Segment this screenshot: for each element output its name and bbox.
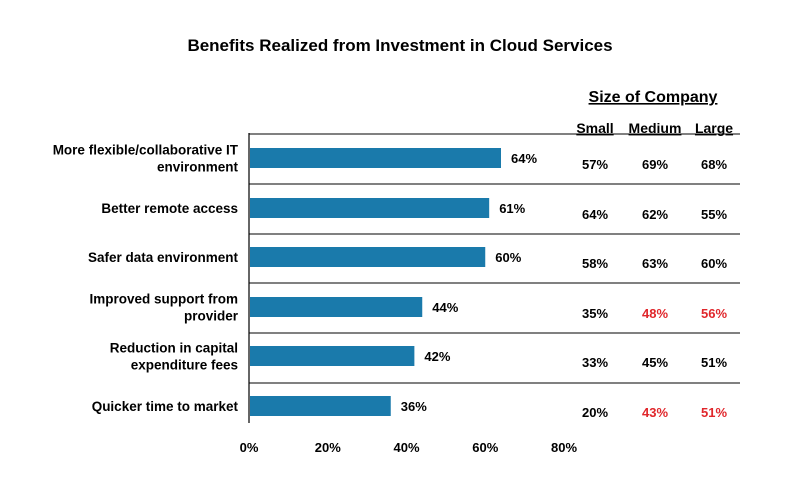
x-tick-label: 20% xyxy=(315,440,341,455)
bar xyxy=(250,297,423,317)
bar xyxy=(250,198,490,218)
category-label: Reduction in capital expenditure fees xyxy=(110,341,238,373)
bar-value-label: 64% xyxy=(511,151,537,166)
table-cell: 63% xyxy=(642,256,668,271)
table-column-header: Large xyxy=(695,120,733,136)
table-cell: 56% xyxy=(701,306,727,321)
table-group-title: Size of Company xyxy=(589,89,718,106)
table-cell: 33% xyxy=(582,355,608,370)
bar xyxy=(250,346,415,366)
category-label: Safer data environment xyxy=(88,250,239,265)
bar-value-label: 60% xyxy=(495,250,521,265)
category-label: Improved support from provider xyxy=(89,292,238,324)
size-of-company-table: 57% 69% 68% 64% 62% 55% 58% 63% 60% 35% 48% 56% 33% 4… xyxy=(249,89,740,420)
x-tick-label: 0% xyxy=(240,440,259,455)
bar-value-label: 44% xyxy=(432,300,458,315)
table-cell: 60% xyxy=(701,256,727,271)
table-cell: 43% xyxy=(642,405,668,420)
x-tick-label: 60% xyxy=(472,440,498,455)
table-cell: 58% xyxy=(582,256,608,271)
category-label: Quicker time to market xyxy=(92,399,239,414)
category-label: More flexible/collaborative IT environmen… xyxy=(53,143,239,175)
table-cell: 68% xyxy=(701,157,727,172)
table-column-header: Medium xyxy=(629,120,682,136)
bar xyxy=(250,247,486,267)
bar-value-label: 36% xyxy=(401,399,427,414)
table-cell: 51% xyxy=(701,405,727,420)
x-tick-label: 80% xyxy=(551,440,577,455)
x-axis: 0% 20% 40% 60% 80% xyxy=(240,133,577,455)
table-cell: 35% xyxy=(582,306,608,321)
table-cell: 55% xyxy=(701,207,727,222)
table-cell: 20% xyxy=(582,405,608,420)
bar-value-label: 42% xyxy=(424,349,450,364)
category-label: Better remote access xyxy=(101,201,238,216)
table-cell: 57% xyxy=(582,157,608,172)
table-cell: 45% xyxy=(642,355,668,370)
table-cell: 48% xyxy=(642,306,668,321)
bar-value-label: 61% xyxy=(499,201,525,216)
table-cell: 69% xyxy=(642,157,668,172)
table-cell: 62% xyxy=(642,207,668,222)
x-tick-label: 40% xyxy=(393,440,419,455)
chart-title: Benefits Realized from Investment in Clo… xyxy=(187,36,612,55)
table-cell: 51% xyxy=(701,355,727,370)
bar xyxy=(250,396,391,416)
table-column-header: Small xyxy=(576,120,613,136)
table-cell: 64% xyxy=(582,207,608,222)
chart-rows: More flexible/collaborative IT environmen… xyxy=(53,143,537,416)
bar xyxy=(250,148,501,168)
